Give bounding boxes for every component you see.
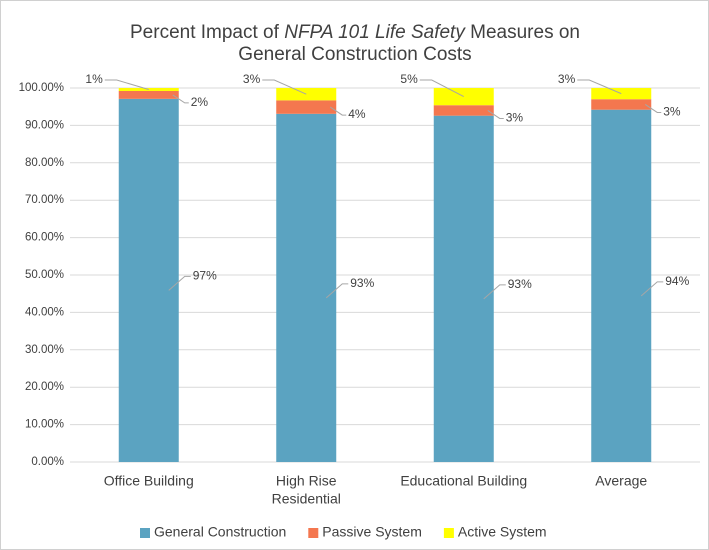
bar-segment [433, 88, 494, 106]
y-tick-label: 30.00% [25, 344, 64, 356]
leader-line [487, 110, 504, 119]
leader-line [577, 79, 622, 95]
bar-segment [276, 88, 337, 101]
chart-title: Percent Impact of NFPA 101 Life Safety Mea… [130, 22, 580, 43]
y-tick-label: 0.00% [31, 456, 64, 468]
data-label: 97% [193, 269, 217, 283]
data-label: 94% [665, 274, 689, 288]
y-tick-label: 90.00% [25, 119, 64, 131]
data-label: 4% [348, 107, 366, 121]
bar-segment [433, 105, 494, 116]
y-tick-label: 60.00% [25, 232, 64, 244]
bar-segment [118, 90, 179, 99]
title-part: NFPA 101 Life Safety [284, 22, 466, 43]
leader-line [329, 106, 347, 116]
legend-swatch [140, 528, 150, 538]
data-label: 3% [558, 72, 576, 86]
legend-swatch [308, 528, 319, 538]
y-tick-label: 80.00% [25, 157, 64, 169]
bar-segment [591, 99, 652, 110]
data-label: 3% [243, 72, 261, 86]
leader-line [325, 283, 349, 299]
leader-line [644, 104, 662, 113]
x-tick-label: Educational Building [400, 473, 527, 489]
x-tick-label: High Rise [276, 473, 337, 489]
title-part: Percent Impact of [130, 22, 280, 43]
leader-line [419, 79, 464, 98]
bar-segment [276, 113, 337, 462]
data-label: 93% [350, 276, 374, 290]
legend-label: Active System [458, 524, 547, 540]
y-tick-label: 10.00% [25, 419, 64, 431]
title-part: Measures on [470, 22, 580, 43]
leader-line [483, 284, 506, 300]
data-label: 5% [400, 72, 418, 86]
legend-label: Passive System [322, 524, 422, 540]
y-tick-label: 50.00% [25, 269, 64, 281]
x-tick-label: Residential [272, 491, 341, 507]
bar-segment [433, 115, 494, 463]
y-tick-label: 70.00% [25, 194, 64, 206]
bar-segment [591, 109, 652, 462]
data-label: 3% [663, 105, 681, 119]
x-tick-label: Office Building [104, 473, 194, 489]
leader-line [172, 94, 189, 104]
bar-segment [276, 100, 337, 114]
leader-line [262, 79, 307, 95]
chart-title: General Construction Costs [238, 44, 471, 65]
legend-swatch [443, 528, 454, 538]
bar-segment [118, 98, 179, 462]
legend-label: General Construction [154, 524, 286, 540]
y-tick-label: 20.00% [25, 381, 64, 393]
data-label: 1% [85, 72, 103, 86]
x-tick-label: Average [595, 473, 647, 489]
data-label: 2% [191, 95, 209, 109]
leader-line [640, 281, 664, 297]
data-label: 93% [508, 277, 532, 291]
data-label: 3% [506, 111, 524, 125]
title-part: General Construction Costs [238, 44, 471, 65]
y-tick-label: 40.00% [25, 306, 64, 318]
leader-line [104, 79, 149, 90]
leader-line [168, 275, 191, 291]
y-tick-label: 100.00% [19, 82, 64, 94]
